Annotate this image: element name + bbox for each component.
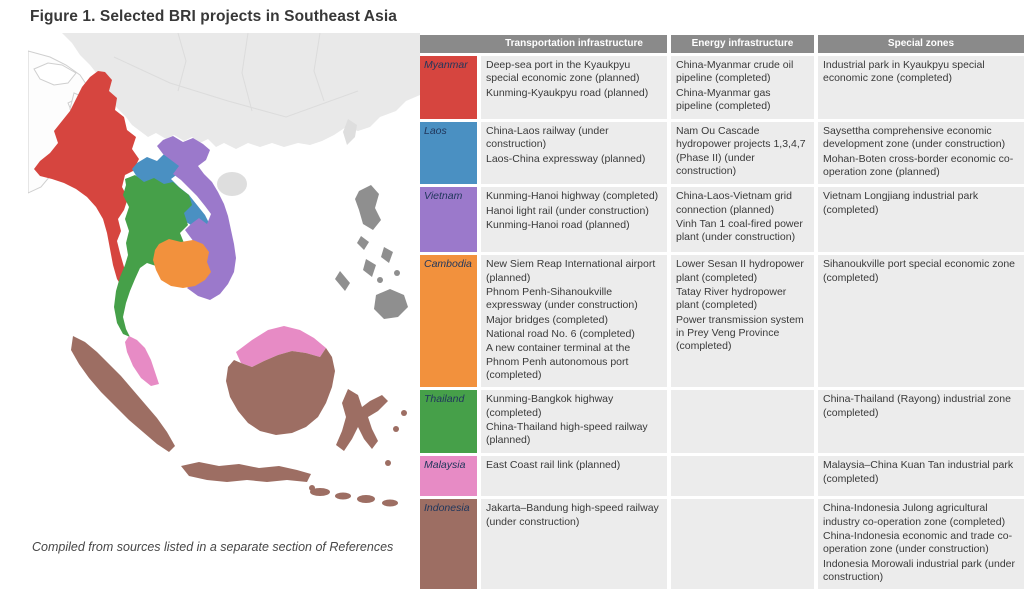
energy-cell: China-Laos-Vietnam grid connection (plan… (671, 187, 814, 253)
project-item: Saysettha comprehensive economic develop… (823, 125, 1006, 151)
project-item: Phnom Penh-Sihanoukville expressway (und… (486, 285, 638, 312)
project-item: Nam Ou Cascade hydropower projects 1,3,4… (676, 125, 806, 177)
energy-cell: Nam Ou Cascade hydropower projects 1,3,4… (671, 122, 814, 185)
energy-cell: Lower Sesan II hydropower plant (complet… (671, 255, 814, 388)
energy-cell: China-Myanmar crude oil pipeline (comple… (671, 56, 814, 119)
table-row-indonesia: Indonesia Jakarta–Bandung high-speed rail… (420, 499, 1024, 590)
project-item: Hanoi light rail (under construction) (486, 204, 649, 217)
table-row-cambodia: Cambodia New Siem Reap International airp… (420, 255, 1024, 388)
country-label: Laos (420, 122, 477, 185)
energy-cell (671, 499, 814, 590)
figure-footnote: Compiled from sources listed in a separa… (32, 540, 394, 554)
project-item: New Siem Reap International airport (pla… (486, 258, 656, 284)
country-nepal-outline (33, 62, 77, 86)
country-label: Myanmar (420, 56, 477, 119)
table-row-thailand: Thailand Kunming-Bangkok highway (complet… (420, 390, 1024, 454)
project-item: Vinh Tan 1 coal-fired power plant (under… (676, 217, 803, 244)
figure-title: Figure 1. Selected BRI projects in South… (30, 8, 397, 25)
project-item: China-Myanmar gas pipeline (completed) (676, 86, 771, 112)
special-zones-cell: China-Thailand (Rayong) industrial zone … (818, 390, 1024, 454)
country-myanmar (34, 71, 139, 287)
project-item: Indonesia Morowali industrial park (unde… (823, 557, 1016, 583)
header-energy: Energy infrastructure (671, 35, 814, 53)
country-china (62, 33, 420, 149)
country-philippines (335, 185, 408, 319)
project-item: China-Thailand high-speed railway (plann… (486, 420, 648, 447)
southeast-asia-map (28, 33, 420, 545)
island-taiwan (343, 119, 357, 145)
project-item: A new container terminal at the Phnom Pe… (486, 342, 631, 381)
project-item: Sihanoukville port special economic zone… (823, 258, 1016, 284)
country-label: Thailand (420, 390, 477, 454)
project-item: Vietnam Longjiang industrial park (compl… (823, 190, 979, 216)
country-label: Cambodia (420, 255, 477, 388)
bri-projects-table: Transportation infrastructure Energy inf… (420, 35, 1024, 590)
project-item: China-Myanmar crude oil pipeline (comple… (676, 59, 794, 85)
special-zones-cell: Saysettha comprehensive economic develop… (818, 122, 1024, 185)
project-item: East Coast rail link (planned) (486, 459, 621, 472)
project-item: China-Indonesia Julong agricultural indu… (823, 502, 1006, 528)
project-item: Laos-China expressway (planned) (486, 152, 646, 165)
country-vietnam (157, 136, 236, 300)
project-item: Deep-sea port in the Kyaukpyu special ec… (486, 59, 640, 85)
map-svg (28, 33, 420, 545)
project-item: Tatay River hydropower plant (completed) (676, 285, 787, 312)
country-cambodia (153, 239, 211, 288)
project-item: Malaysia–China Kuan Tan industrial park … (823, 459, 1014, 485)
header-transportation: Transportation infrastructure (420, 35, 667, 53)
project-item: National road No. 6 (completed) (486, 327, 635, 340)
table-row-myanmar: Myanmar Deep-sea port in the Kyaukpyu spe… (420, 56, 1024, 119)
project-item: Kunming-Kyaukpyu road (planned) (486, 86, 649, 99)
country-label: Indonesia (420, 499, 477, 590)
transportation-cell: Deep-sea port in the Kyaukpyu special ec… (481, 56, 667, 119)
special-zones-cell: Industrial park in Kyaukpyu special econ… (818, 56, 1024, 119)
transportation-cell: Kunming-Bangkok highway (completed) China… (481, 390, 667, 454)
table-row-laos: Laos China-Laos railway (under constructi… (420, 122, 1024, 185)
transportation-cell: Kunming-Hanoi highway (completed) Hanoi l… (481, 187, 667, 253)
table-body: Myanmar Deep-sea port in the Kyaukpyu spe… (420, 56, 1024, 590)
table-header-row: Transportation infrastructure Energy inf… (420, 35, 1024, 53)
transportation-cell: New Siem Reap International airport (pla… (481, 255, 667, 388)
country-indonesia (71, 336, 407, 507)
special-zones-cell: Sihanoukville port special economic zone… (818, 255, 1024, 388)
energy-cell (671, 456, 814, 497)
project-item: China-Thailand (Rayong) industrial zone … (823, 393, 1011, 419)
project-item: China-Laos railway (under construction) (486, 125, 609, 151)
table-row-vietnam: Vietnam Kunming-Hanoi highway (completed)… (420, 187, 1024, 253)
project-item: China-Laos-Vietnam grid connection (plan… (676, 190, 792, 216)
project-item: Mohan-Boten cross-border economic co-ope… (823, 152, 1014, 178)
province-borders (113, 33, 359, 118)
project-item: Power transmission system in Prey Veng P… (676, 313, 804, 353)
table-row-malaysia: Malaysia East Coast rail link (planned) Ma… (420, 456, 1024, 497)
country-thailand (114, 175, 192, 337)
transportation-cell: Jakarta–Bandung high-speed railway (unde… (481, 499, 667, 590)
island-hainan (217, 172, 247, 196)
project-item: Kunming-Bangkok highway (completed) (486, 393, 614, 419)
project-item: Industrial park in Kyaukpyu special econ… (823, 59, 985, 85)
country-label: Vietnam (420, 187, 477, 253)
project-item: Kunming-Hanoi road (planned) (486, 218, 630, 231)
project-item: Jakarta–Bandung high-speed railway (unde… (486, 502, 659, 528)
country-label: Malaysia (420, 456, 477, 497)
project-item: Kunming-Hanoi highway (completed) (486, 190, 659, 203)
transportation-cell: East Coast rail link (planned) (481, 456, 667, 497)
special-zones-cell: China-Indonesia Julong agricultural indu… (818, 499, 1024, 590)
energy-cell (671, 390, 814, 454)
special-zones-cell: Malaysia–China Kuan Tan industrial park … (818, 456, 1024, 497)
special-zones-cell: Vietnam Longjiang industrial park (compl… (818, 187, 1024, 253)
project-item: China-Indonesia economic and trade co-op… (823, 529, 1013, 556)
project-item: Major bridges (completed) (486, 313, 608, 326)
project-item: Lower Sesan II hydropower plant (complet… (676, 258, 804, 284)
country-malaysia (125, 326, 326, 386)
header-special-zones: Special zones (818, 35, 1024, 53)
transportation-cell: China-Laos railway (under construction) L… (481, 122, 667, 185)
